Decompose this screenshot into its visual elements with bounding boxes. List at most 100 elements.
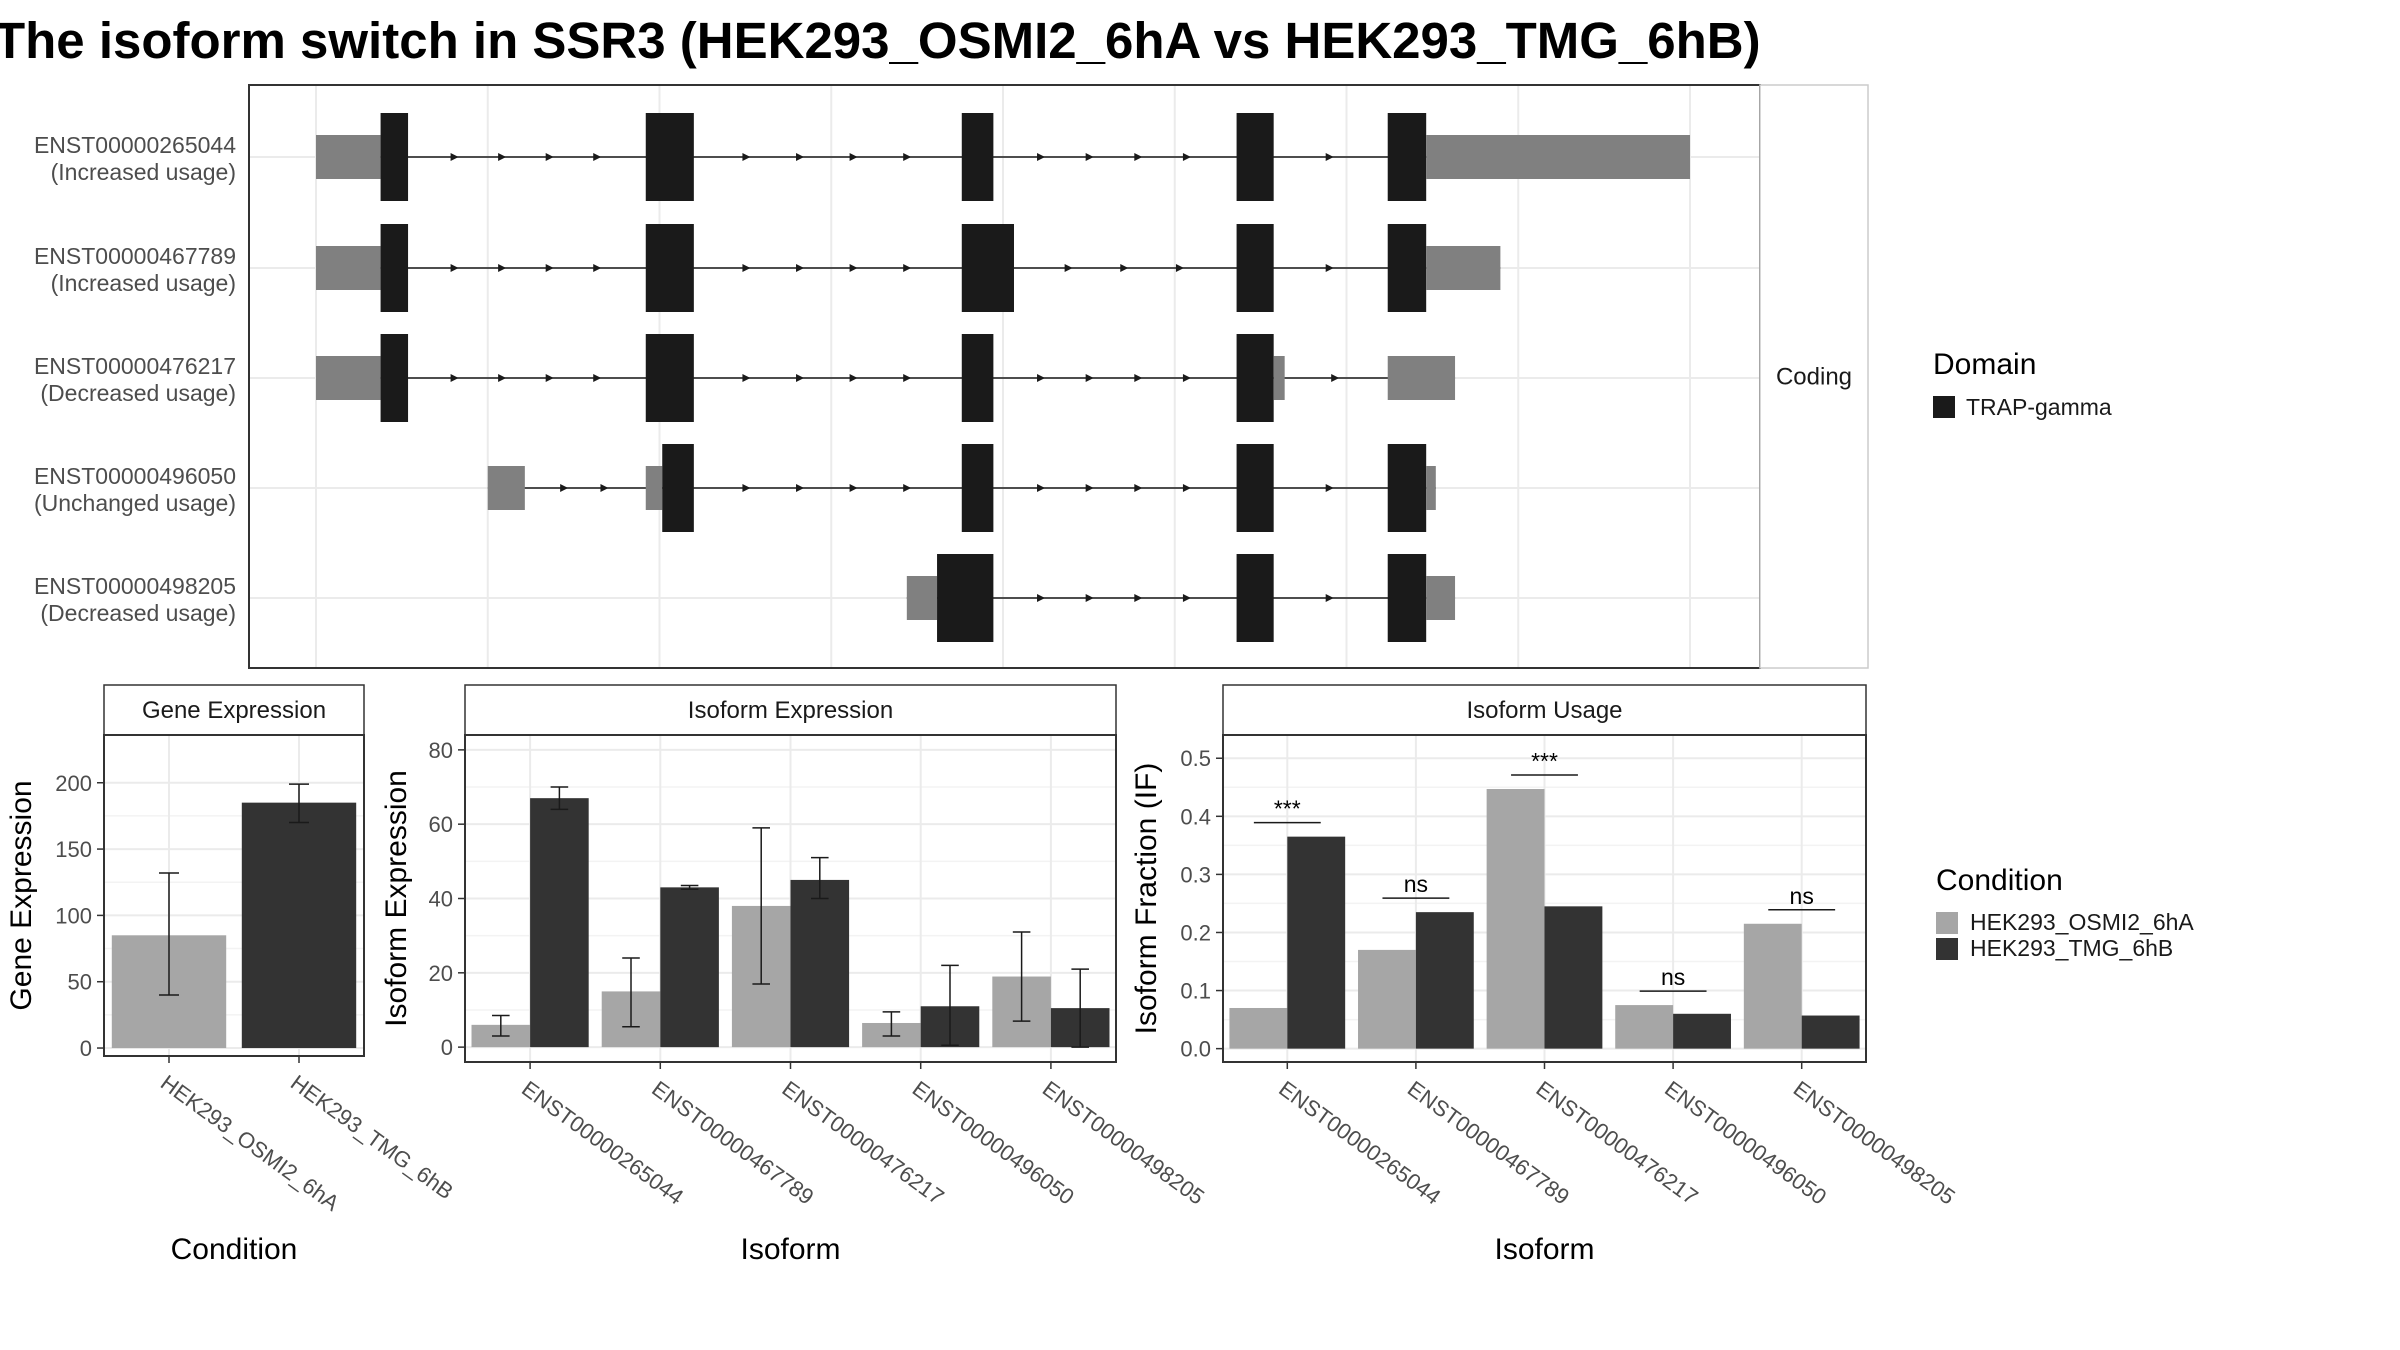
- intron-arrow: [1037, 153, 1046, 161]
- intron-arrow: [600, 484, 609, 492]
- coding-exon: [645, 113, 694, 201]
- intron-arrow: [1085, 374, 1094, 382]
- utr-exon: [316, 135, 381, 179]
- utr-exon: [1426, 466, 1436, 510]
- coding-exon: [645, 224, 694, 312]
- coding-exon: [662, 444, 694, 532]
- coding-exon: [1387, 113, 1427, 201]
- bar: [1615, 1005, 1674, 1049]
- coding-exon: [1236, 554, 1274, 642]
- intron-arrow: [593, 374, 602, 382]
- intron-arrow: [1134, 153, 1143, 161]
- domain-legend: Domain TRAP-gamma: [1933, 348, 2112, 420]
- panel-strip-title: Gene Expression: [142, 697, 326, 724]
- y-axis-title: Gene Expression: [5, 780, 38, 1010]
- y-axis-title: Isoform Fraction (IF): [1130, 763, 1163, 1035]
- y-tick-label: 80: [429, 738, 453, 763]
- intron-arrow: [1120, 264, 1129, 272]
- coding-exon: [1236, 113, 1274, 201]
- intron-arrow: [796, 374, 805, 382]
- y-tick-label: 0.5: [1180, 746, 1211, 771]
- coding-exon: [1236, 224, 1274, 312]
- significance-label: ***: [1274, 796, 1301, 822]
- transcript-usage-label: (Decreased usage): [40, 380, 236, 406]
- y-tick-label: 40: [429, 887, 453, 912]
- intron-arrow: [498, 153, 507, 161]
- y-tick-label: 0.2: [1180, 920, 1211, 945]
- intron-arrow: [1325, 594, 1334, 602]
- legend-key: [1933, 396, 1955, 418]
- y-tick-label: 0.3: [1180, 862, 1211, 887]
- intron-arrow: [849, 153, 858, 161]
- domain-legend-title: Domain: [1933, 348, 2036, 381]
- intron-arrow: [1325, 484, 1334, 492]
- transcript-id-label: ENST00000476217: [34, 353, 236, 379]
- utr-exon: [487, 466, 525, 510]
- coding-exon: [380, 224, 409, 312]
- bar: [241, 802, 357, 1049]
- intron-arrow: [1325, 264, 1334, 272]
- coding-exon: [1387, 444, 1427, 532]
- intron-arrow: [1037, 484, 1046, 492]
- intron-arrow: [1325, 153, 1334, 161]
- x-axis-title: Isoform: [1494, 1233, 1594, 1266]
- coding-exon: [1387, 224, 1427, 312]
- y-tick-label: 100: [55, 903, 92, 928]
- coding-exon: [645, 334, 694, 422]
- panel-strip-title: Isoform Expression: [688, 697, 893, 724]
- intron-arrow: [1037, 374, 1046, 382]
- intron-arrow: [1134, 484, 1143, 492]
- bar: [1673, 1013, 1731, 1049]
- intron-arrow: [796, 484, 805, 492]
- intron-arrow: [593, 264, 602, 272]
- intron-arrow: [849, 264, 858, 272]
- intron-arrow: [849, 374, 858, 382]
- transcript-id-label: ENST00000467789: [34, 243, 236, 269]
- intron-arrow: [450, 374, 459, 382]
- intron-arrow: [593, 153, 602, 161]
- panel-strip-title: Isoform Usage: [1466, 697, 1622, 724]
- y-tick-label: 150: [55, 837, 92, 862]
- intron-arrow: [498, 264, 507, 272]
- intron-arrow: [1037, 594, 1046, 602]
- intron-arrow: [1175, 264, 1184, 272]
- y-tick-label: 0: [80, 1036, 92, 1061]
- coding-exon: [1236, 444, 1274, 532]
- transcript-usage-label: (Increased usage): [51, 159, 236, 185]
- intron-arrow: [1331, 374, 1340, 382]
- intron-arrow: [545, 153, 554, 161]
- bar: [660, 887, 719, 1048]
- utr-exon: [1426, 576, 1456, 620]
- y-tick-label: 200: [55, 771, 92, 796]
- coding-exon: [961, 444, 994, 532]
- utr-exon: [1426, 135, 1690, 179]
- legend-key: [1936, 912, 1958, 934]
- condition-legend-title: Condition: [1936, 864, 2063, 897]
- isoform-structure-panel: ENST00000265044(Increased usage)ENST0000…: [34, 84, 1869, 669]
- bar: [1801, 1015, 1860, 1049]
- intron-arrow: [903, 374, 912, 382]
- bar: [1229, 1007, 1288, 1049]
- utr-exon: [1273, 356, 1285, 400]
- utr-exon: [316, 356, 381, 400]
- legend-label: HEK293_OSMI2_6hA: [1970, 909, 2194, 935]
- intron-arrow: [498, 374, 507, 382]
- intron-arrow: [1182, 374, 1191, 382]
- intron-arrow: [1085, 153, 1094, 161]
- figure-title: The isoform switch in SSR3 (HEK293_OSMI2…: [0, 12, 1761, 69]
- legend-key: [1936, 938, 1958, 960]
- intron-arrow: [796, 264, 805, 272]
- panel-border: [103, 734, 365, 1057]
- utr-exon: [1426, 246, 1501, 290]
- legend-label: TRAP-gamma: [1966, 394, 2112, 420]
- x-axis-title: Isoform: [740, 1233, 840, 1266]
- coding-exon: [961, 334, 994, 422]
- coding-exon: [1387, 554, 1427, 642]
- isoform-usage-chart: Isoform Usage *** ns *** ns ns 0.0 0.1 0.2 0.3 0.4…: [1130, 684, 1960, 1266]
- utr-exon: [1387, 356, 1456, 400]
- intron-arrow: [903, 264, 912, 272]
- intron-arrow: [1182, 484, 1191, 492]
- intron-arrow: [903, 153, 912, 161]
